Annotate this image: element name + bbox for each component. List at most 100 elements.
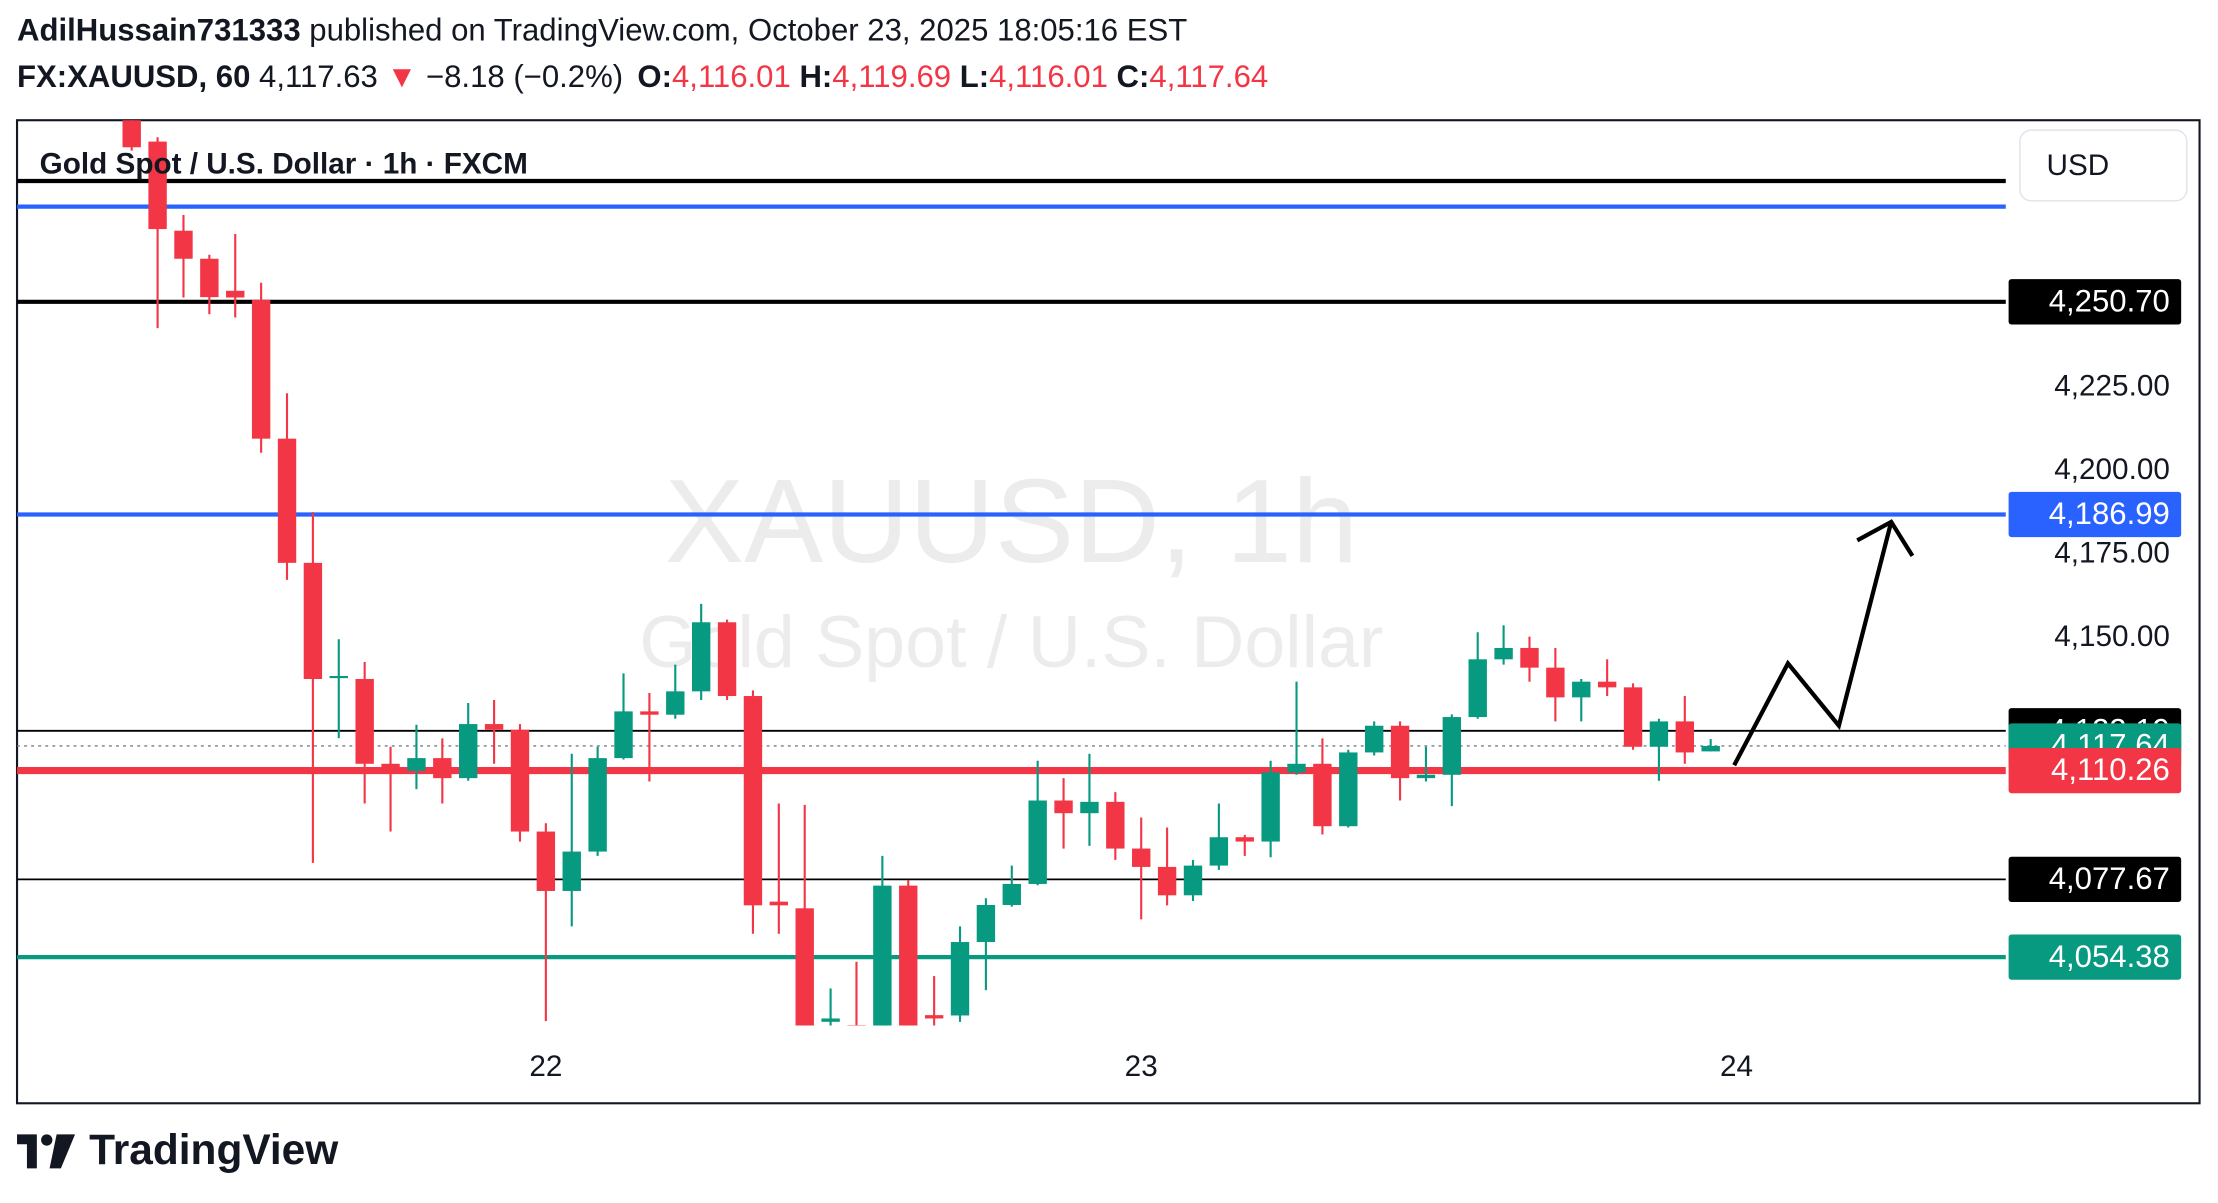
- candle-body: [1675, 721, 1694, 753]
- candle-body: [1287, 763, 1306, 773]
- candle-body: [1520, 647, 1539, 668]
- candle-body: [459, 724, 478, 779]
- candle-body: [1416, 774, 1436, 779]
- candle-body: [226, 290, 245, 298]
- y-tick-label: 4,200.00: [2054, 453, 2170, 486]
- candle-body: [873, 885, 892, 1026]
- candle-body: [174, 230, 193, 259]
- ohlc-label: L:: [960, 59, 989, 94]
- author: AdilHussain731333: [17, 13, 301, 48]
- candle-body: [924, 1015, 944, 1019]
- candle-body: [1002, 883, 1021, 905]
- label-layer: 4,250.704,186.994,122.194,117.644,110.26…: [2008, 279, 2182, 980]
- price-label-box: [2008, 279, 2182, 325]
- candle-body: [640, 711, 659, 715]
- logo-mark: [41, 1134, 53, 1146]
- candle-body: [769, 901, 789, 906]
- change: −8.18 (−0.2%): [426, 59, 623, 94]
- candle-body: [1132, 848, 1151, 867]
- candle-body: [251, 299, 271, 439]
- candle-body: [277, 438, 297, 563]
- candle-body: [588, 758, 607, 852]
- ohlc-value: 4,117.64: [1149, 59, 1268, 94]
- candle-body: [381, 763, 400, 771]
- price-label: 4,250.70: [2049, 283, 2170, 318]
- candle-body: [1054, 800, 1073, 814]
- forecast-arrow: [1732, 521, 1894, 767]
- price-label: 4,110.26: [2051, 752, 2170, 787]
- axis-layer: 4,150.00 4,175.00 4,200.00 4,225.00 22 23 24: [529, 369, 2169, 1082]
- candle-body: [329, 676, 348, 679]
- price-label: 4,186.99: [2049, 496, 2170, 531]
- change-arrow: ▼: [387, 59, 418, 94]
- candle-body: [717, 622, 737, 697]
- symbol: FX:XAUUSD, 60: [17, 59, 250, 94]
- candle-body: [200, 258, 219, 298]
- chart-frame: [15, 119, 2201, 1105]
- last-price: 4,117.63: [259, 59, 378, 94]
- candle-body: [899, 885, 918, 1026]
- candle-body: [1183, 865, 1203, 896]
- candle-body: [1390, 725, 1410, 779]
- candle-body: [355, 679, 374, 764]
- candle-body: [1623, 687, 1643, 747]
- candle-body: [433, 758, 452, 779]
- x-tick-label: 24: [1720, 1050, 1753, 1083]
- candle-body: [1468, 659, 1487, 718]
- price-label: 4,077.67: [2049, 861, 2170, 896]
- candle-body: [1028, 800, 1047, 884]
- candle-body: [795, 908, 814, 1026]
- candle-body: [536, 831, 556, 891]
- candle-body: [1339, 752, 1358, 827]
- x-tick-label: 23: [1125, 1050, 1158, 1083]
- x-tick-label: 22: [529, 1050, 562, 1083]
- y-tick-label: 4,175.00: [2054, 536, 2170, 569]
- watermark-name: Gold Spot / U.S. Dollar: [639, 600, 1383, 683]
- price-label-box: [2008, 856, 2182, 903]
- candle-body: [950, 942, 970, 1016]
- candle-body: [148, 141, 167, 230]
- price-label-box: [2008, 934, 2182, 980]
- candle-body: [1572, 681, 1591, 698]
- candle-body: [1313, 763, 1332, 827]
- logo: [17, 1134, 76, 1169]
- header-line-1: AdilHussain731333 published on TradingVi…: [17, 13, 1187, 48]
- y-tick-label: 4,150.00: [2054, 620, 2170, 653]
- candle-body: [743, 696, 763, 906]
- candle-body: [1442, 717, 1462, 775]
- price-label: 4,054.38: [2049, 939, 2170, 974]
- y-tick-label: 4,225.00: [2054, 369, 2170, 402]
- candle-body: [510, 729, 530, 832]
- currency[interactable]: USD: [2047, 149, 2110, 182]
- candle-body: [1080, 801, 1099, 814]
- candle-body: [614, 711, 633, 759]
- ohlc-value: 4,116.01: [989, 59, 1108, 94]
- candle-body: [1701, 745, 1720, 752]
- candle-body: [821, 1018, 840, 1022]
- currency-button[interactable]: [2019, 129, 2188, 202]
- candle-body: [303, 562, 323, 680]
- candle-body: [407, 758, 426, 771]
- candle-body: [1106, 801, 1125, 849]
- candle-body: [122, 120, 141, 148]
- candle-body: [1261, 772, 1280, 842]
- published: published on TradingView.com, October 23…: [309, 13, 1187, 48]
- brand: TradingView: [89, 1126, 339, 1173]
- candle-body: [1364, 725, 1384, 753]
- candle-body: [1546, 667, 1565, 698]
- candle-body: [691, 622, 711, 692]
- level-layer: [17, 178, 2006, 960]
- candle-body: [1157, 866, 1177, 896]
- candle-body: [484, 724, 504, 730]
- ohlc-value: 4,119.69: [832, 59, 951, 94]
- ohlc-value: 4,116.01: [672, 59, 791, 94]
- candle-body: [976, 904, 996, 943]
- chart-legend: Gold Spot / U.S. Dollar · 1h · FXCM: [40, 147, 528, 180]
- ohlc-label: O:: [637, 59, 672, 94]
- candle-body: [562, 851, 581, 891]
- watermark-symbol: XAUUSD, 1h: [665, 455, 1358, 588]
- candle-body: [666, 691, 685, 715]
- logo-mark: [49, 1134, 76, 1169]
